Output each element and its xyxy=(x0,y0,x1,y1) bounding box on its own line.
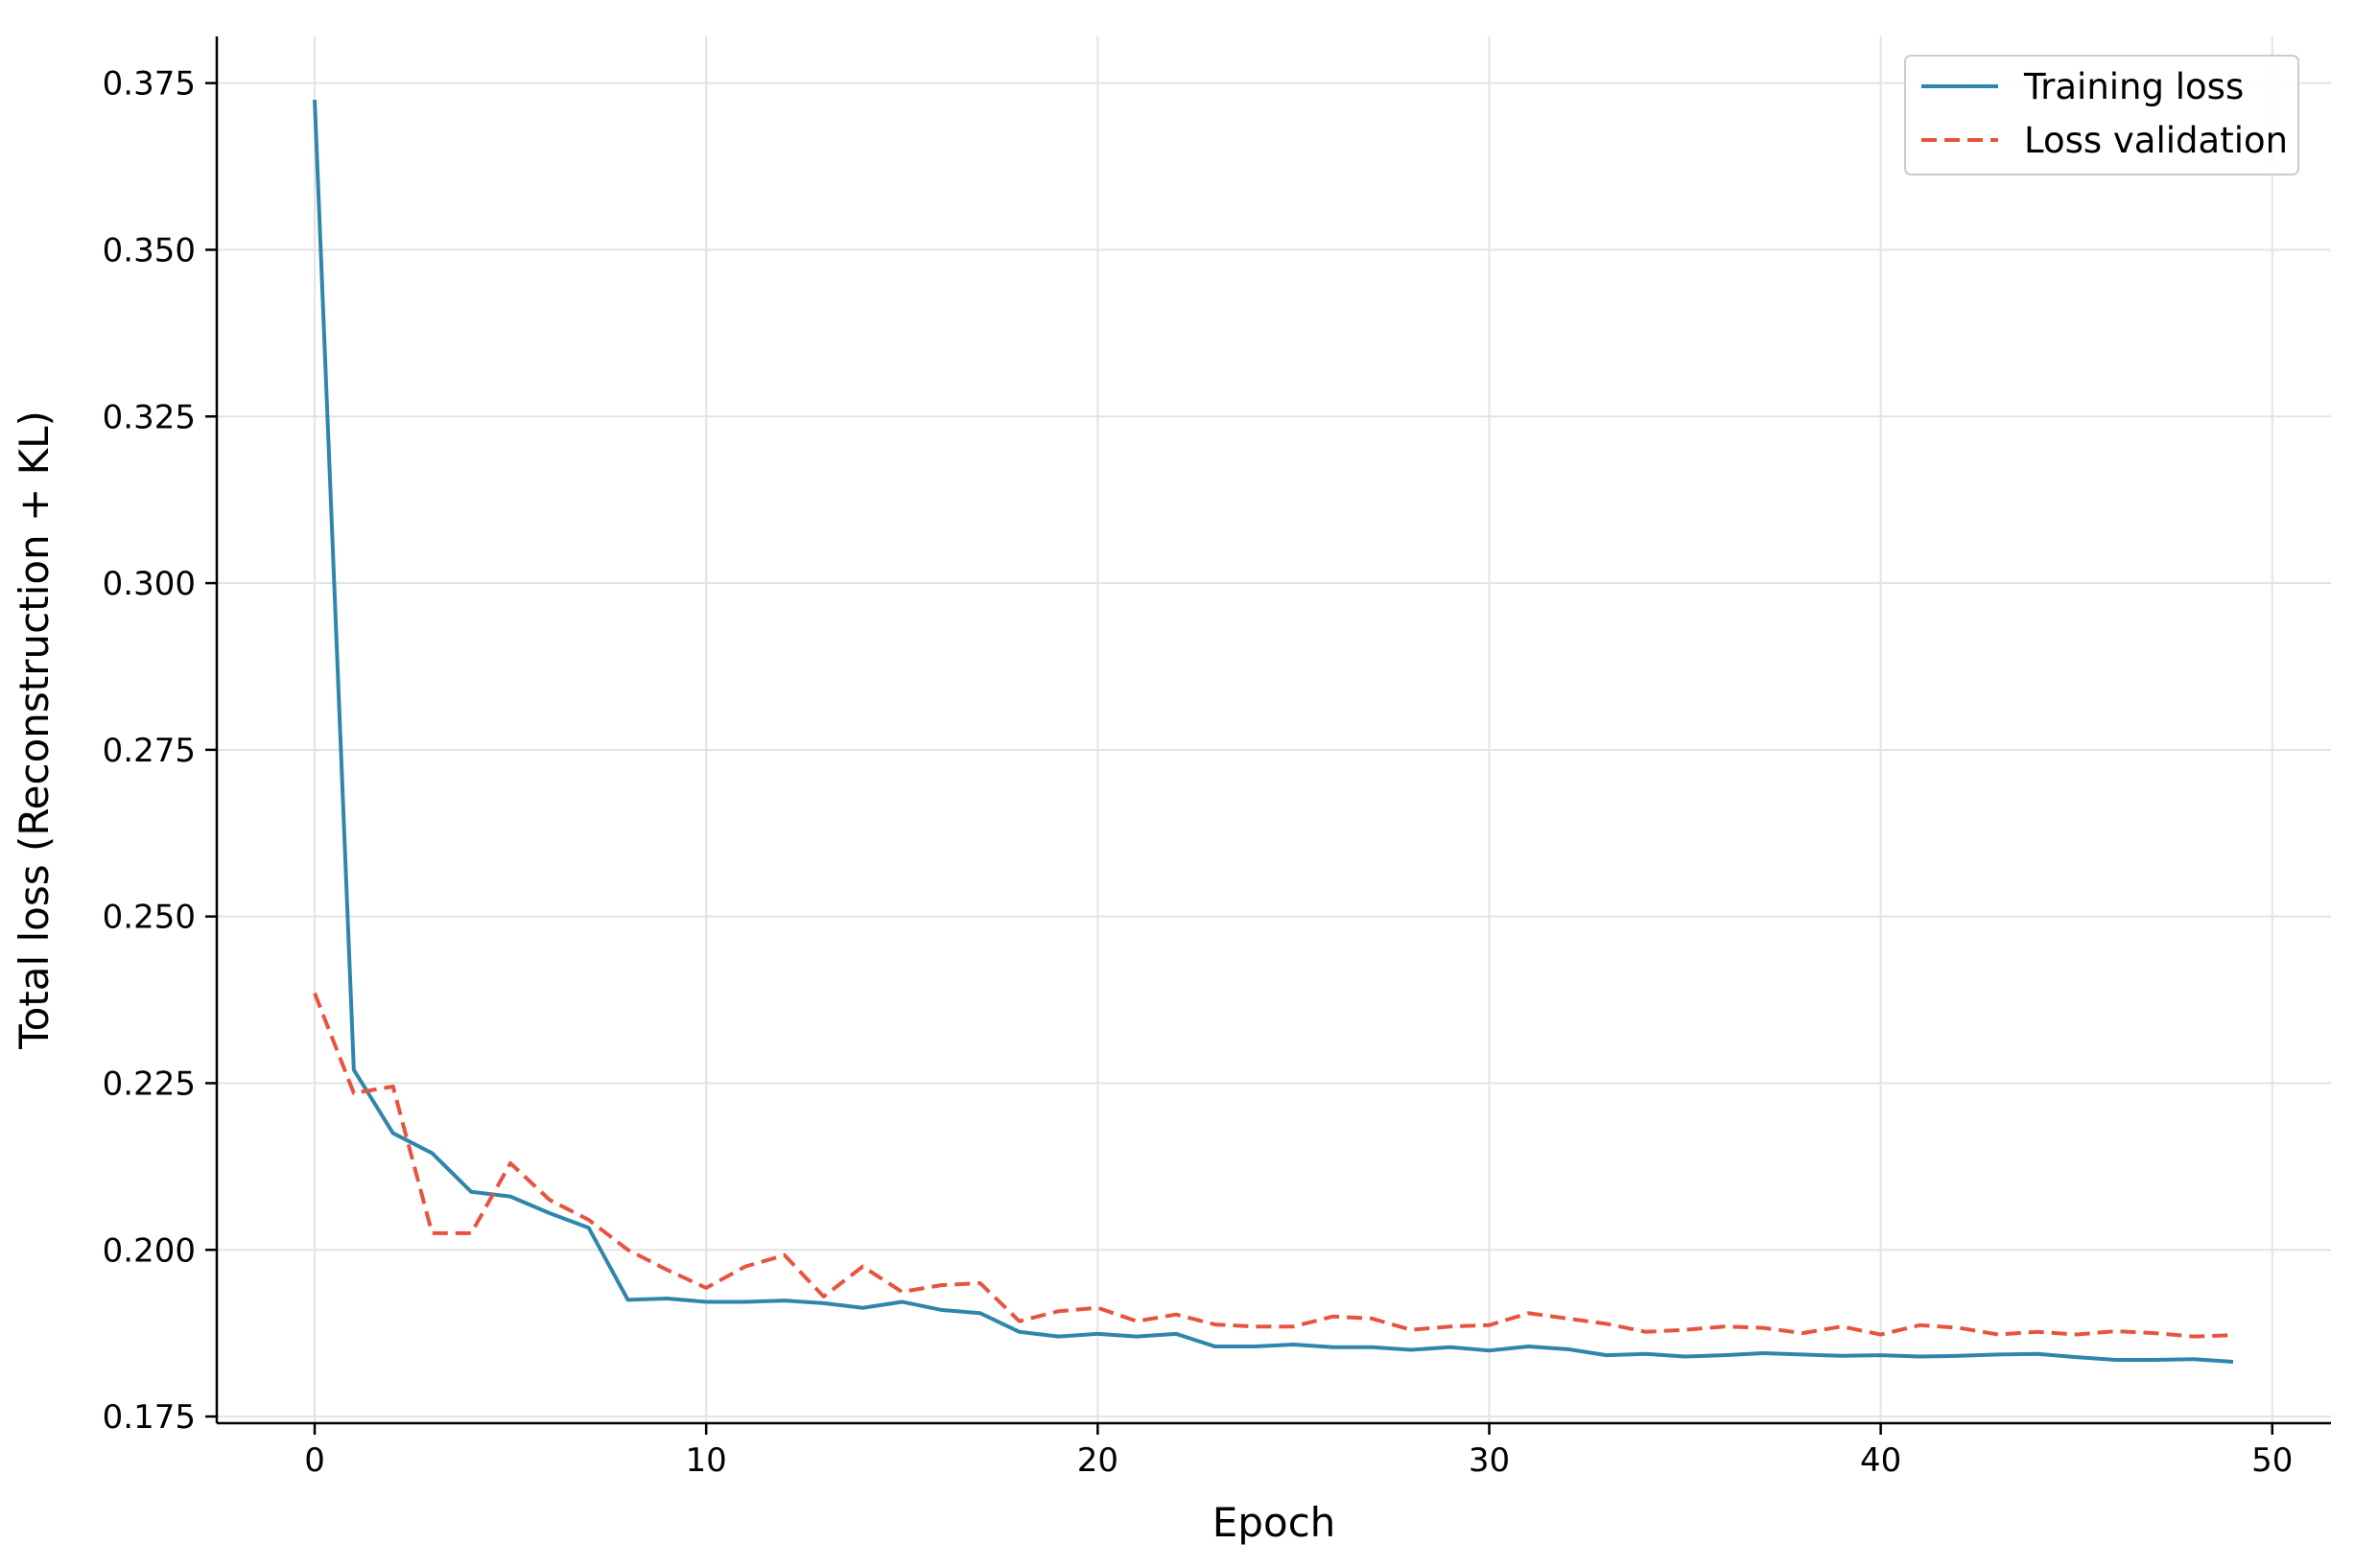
x-tick-label: 20 xyxy=(1077,1441,1118,1480)
legend-box xyxy=(1904,55,2299,176)
y-tick-label: 0.325 xyxy=(103,398,196,436)
legend-label: Loss validation xyxy=(2024,120,2288,161)
axes xyxy=(215,36,2331,1425)
y-axis-label: Total loss (Reconstruction + KL) xyxy=(11,410,58,1050)
legend-items: Training loss Loss validation xyxy=(1921,66,2288,161)
training-loss-line xyxy=(313,99,2234,1365)
y-axis-ticks: 0.175 0.200 0.225 0.250 0.275 0.300 0.325 0.350… xyxy=(103,65,217,1437)
y-tick-label: 0.200 xyxy=(103,1231,196,1270)
legend: Training loss Loss validation xyxy=(1904,55,2299,176)
x-axis-ticks: 0 10 20 30 40 50 xyxy=(304,1423,2293,1480)
y-tick-label: 0.275 xyxy=(103,732,196,770)
x-tick-label: 0 xyxy=(304,1441,325,1480)
y-tick-label: 0.225 xyxy=(103,1065,196,1103)
validation-loss-line xyxy=(313,992,2234,1339)
y-tick-label: 0.375 xyxy=(103,65,196,104)
grid xyxy=(217,36,2331,1423)
x-tick-label: 40 xyxy=(1860,1441,1901,1480)
y-tick-label: 0.175 xyxy=(103,1398,196,1437)
series-lines xyxy=(313,99,2234,1365)
x-tick-label: 50 xyxy=(2251,1441,2293,1480)
x-tick-label: 30 xyxy=(1469,1441,1510,1480)
y-tick-label: 0.250 xyxy=(103,899,196,937)
legend-label: Training loss xyxy=(2023,66,2244,107)
y-tick-label: 0.350 xyxy=(103,231,196,269)
x-tick-label: 10 xyxy=(686,1441,727,1480)
y-tick-label: 0.300 xyxy=(103,565,196,603)
x-axis-label: Epoch xyxy=(1212,1499,1336,1546)
